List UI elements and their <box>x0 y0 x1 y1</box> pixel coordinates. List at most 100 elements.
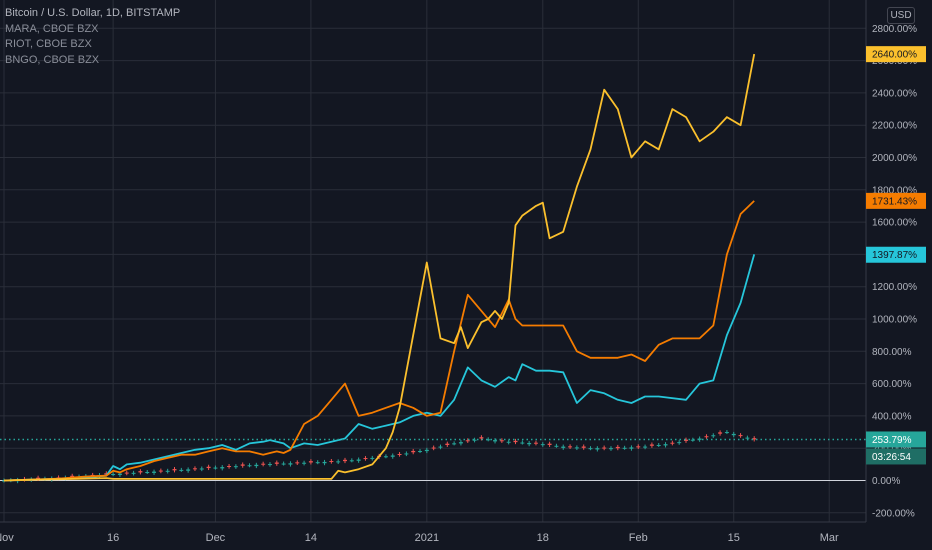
btc-candle <box>233 466 238 468</box>
btc-candle <box>493 440 498 442</box>
btc-candle <box>745 437 750 439</box>
btc-candle <box>506 441 511 443</box>
btc-candle <box>145 472 150 474</box>
btc-candle <box>302 462 307 464</box>
currency-button[interactable]: USD <box>887 7 915 24</box>
btc-candle <box>608 448 613 450</box>
btc-candle <box>315 462 320 464</box>
btc-candle <box>458 442 463 444</box>
btc-candle <box>479 437 484 439</box>
y-tick-label: 0.00% <box>872 476 900 487</box>
btc-candle <box>595 448 600 450</box>
legend-title: Bitcoin / U.S. Dollar, 1D, BITSTAMP <box>5 7 181 19</box>
btc-candle <box>2 480 6 482</box>
btc-candle <box>738 435 743 437</box>
btc-candle <box>295 462 300 464</box>
btc-candle <box>404 453 409 455</box>
btc-candle <box>561 446 566 448</box>
badge-bngo-bg <box>866 46 926 63</box>
btc-candle <box>104 473 109 475</box>
btc-candle <box>670 442 675 444</box>
btc-candle <box>158 470 163 472</box>
btc-candle <box>472 439 477 441</box>
x-tick-label: 16 <box>107 532 119 544</box>
btc-candle <box>370 457 375 459</box>
btc-candle <box>281 463 286 465</box>
btc-candle <box>697 438 702 440</box>
btc-candle <box>179 469 184 471</box>
badge-riot-bg <box>866 192 926 209</box>
btc-candle <box>70 475 75 478</box>
btc-candle <box>677 442 682 444</box>
btc-candle <box>397 454 402 456</box>
btc-candle <box>704 436 709 438</box>
btc-candle <box>240 464 245 466</box>
btc-candle <box>418 451 423 453</box>
btc-candle <box>213 467 218 469</box>
btc-candle <box>165 470 170 472</box>
y-tick-label: 2400.00% <box>872 88 917 99</box>
btc-candle <box>247 465 252 467</box>
x-tick-label: Nov <box>0 532 14 544</box>
btc-candle <box>568 446 573 448</box>
y-tick-label: 400.00% <box>872 411 912 422</box>
x-tick-label: Dec <box>206 532 226 544</box>
btc-candle <box>343 459 347 462</box>
btc-candle <box>588 448 593 450</box>
btc-candle <box>117 473 122 475</box>
btc-candle <box>152 471 157 473</box>
y-tick-label: 2800.00% <box>872 24 917 35</box>
btc-candle <box>649 444 654 446</box>
legend-series-mara: MARA, CBOE BZX <box>5 22 99 35</box>
btc-candle <box>36 477 41 479</box>
btc-candle <box>438 446 443 448</box>
y-tick-label: 1600.00% <box>872 218 917 229</box>
btc-candle <box>622 447 627 449</box>
btc-candle <box>663 444 668 446</box>
btc-candle <box>390 455 395 457</box>
btc-candle <box>111 474 116 476</box>
btc-candle <box>629 447 634 449</box>
btc-candle <box>602 447 607 449</box>
legend-series-riot: RIOT, CBOE BZX <box>5 38 92 50</box>
btc-candle <box>731 433 736 436</box>
btc-candle <box>718 432 723 434</box>
x-tick-label: 18 <box>537 532 549 544</box>
btc-candle <box>227 466 232 468</box>
btc-candle <box>752 438 757 440</box>
btc-candle <box>172 469 177 471</box>
btc-candle <box>431 447 436 449</box>
btc-candle <box>513 440 518 443</box>
btc-candle <box>186 469 191 471</box>
series-line-bngo <box>3 53 756 482</box>
btc-candle <box>684 439 688 441</box>
btc-candle <box>124 472 129 474</box>
btc-candle <box>452 443 457 445</box>
btc-candle <box>540 444 545 446</box>
x-tick-label: 14 <box>305 532 317 544</box>
btc-candle <box>547 443 552 445</box>
btc-candle <box>199 468 204 470</box>
btc-candle <box>636 446 641 448</box>
btc-candle <box>206 466 211 469</box>
legend-series-bngo: BNGO, CBOE BZX <box>5 53 100 66</box>
btc-candle <box>424 449 429 452</box>
btc-candle <box>533 442 538 444</box>
y-tick-label: 1200.00% <box>872 282 917 293</box>
badge-btc: 253.79% <box>872 435 912 446</box>
btc-candle <box>465 440 470 442</box>
btc-candle <box>554 445 559 447</box>
badge-btc-bg <box>866 431 926 448</box>
btc-candle <box>486 439 491 441</box>
btc-candle <box>724 432 729 434</box>
y-tick-label: 2200.00% <box>872 121 917 132</box>
btc-candle <box>411 450 416 453</box>
btc-candle <box>336 461 341 463</box>
badge-riot: 1731.43% <box>872 196 917 207</box>
btc-candle <box>138 471 143 473</box>
btc-candle <box>383 456 388 458</box>
badge-countdown: 03:26:54 <box>872 452 911 463</box>
legend: Bitcoin / U.S. Dollar, 1D, BITSTAMP MARA… <box>5 6 180 68</box>
badge-mara: 1397.87% <box>872 250 917 261</box>
